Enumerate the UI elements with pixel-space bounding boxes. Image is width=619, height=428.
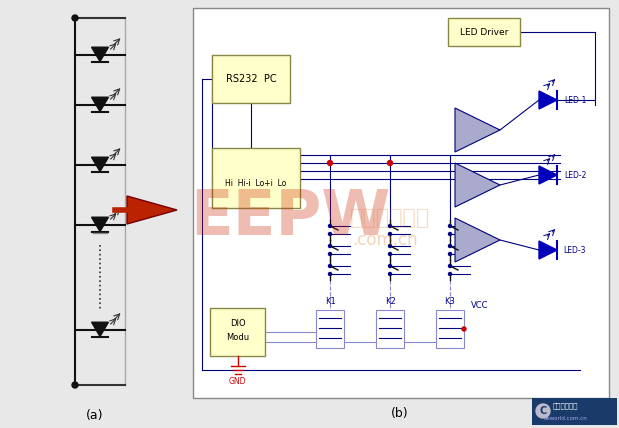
Polygon shape (92, 322, 108, 336)
Circle shape (449, 273, 451, 276)
Bar (376, 310, 404, 348)
Circle shape (449, 232, 451, 235)
Text: C: C (539, 406, 547, 416)
Circle shape (449, 225, 451, 228)
Polygon shape (92, 97, 108, 112)
Text: (a): (a) (86, 408, 104, 422)
Bar (532, 398, 617, 425)
Circle shape (449, 253, 451, 256)
Bar (193, 8, 609, 398)
Circle shape (389, 273, 391, 276)
Circle shape (449, 265, 451, 268)
Text: EEPW: EEPW (190, 188, 390, 248)
Circle shape (329, 244, 332, 247)
Polygon shape (455, 108, 500, 152)
Polygon shape (455, 218, 500, 262)
Text: RS232  PC: RS232 PC (226, 74, 276, 84)
Polygon shape (127, 196, 177, 224)
Polygon shape (539, 241, 557, 259)
Text: 电子工程世界: 电子工程世界 (552, 403, 578, 409)
Polygon shape (92, 157, 108, 172)
Bar (212, 55, 290, 103)
Bar (316, 310, 344, 348)
Circle shape (329, 265, 332, 268)
Bar (436, 310, 464, 348)
Polygon shape (455, 163, 500, 207)
Text: K2: K2 (384, 297, 396, 306)
Polygon shape (539, 91, 557, 109)
Circle shape (72, 382, 78, 388)
Polygon shape (92, 47, 108, 62)
Circle shape (329, 232, 332, 235)
Text: K3: K3 (444, 297, 456, 306)
Circle shape (329, 273, 332, 276)
Text: eeworld.com.cn: eeworld.com.cn (544, 416, 588, 420)
Text: 电子产品世界: 电子产品世界 (350, 208, 430, 228)
Polygon shape (92, 217, 108, 232)
Circle shape (536, 404, 550, 418)
Bar (210, 308, 265, 356)
Circle shape (72, 15, 78, 21)
Circle shape (329, 225, 332, 228)
Circle shape (387, 160, 392, 166)
Circle shape (389, 253, 391, 256)
Circle shape (462, 327, 466, 331)
Circle shape (327, 160, 332, 166)
Text: LED-1: LED-1 (564, 95, 586, 104)
Text: K1: K1 (324, 297, 335, 306)
Circle shape (389, 265, 391, 268)
Bar (448, 18, 520, 46)
Text: LED-2: LED-2 (564, 170, 586, 179)
Text: LED-3: LED-3 (564, 246, 586, 255)
Polygon shape (539, 166, 557, 184)
Text: VCC: VCC (471, 300, 489, 309)
Text: Modu: Modu (226, 333, 249, 342)
Text: LED Driver: LED Driver (460, 27, 508, 36)
Text: GND: GND (229, 377, 246, 386)
Circle shape (389, 232, 391, 235)
Bar (212, 148, 300, 208)
Text: DIO: DIO (230, 318, 245, 327)
Circle shape (389, 225, 391, 228)
Text: (b): (b) (391, 407, 409, 420)
Text: Hi  Hi-i  Lo+i  Lo: Hi Hi-i Lo+i Lo (225, 178, 287, 187)
Text: .com.cn: .com.cn (352, 231, 418, 249)
Circle shape (329, 253, 332, 256)
Circle shape (449, 244, 451, 247)
Circle shape (389, 244, 391, 247)
